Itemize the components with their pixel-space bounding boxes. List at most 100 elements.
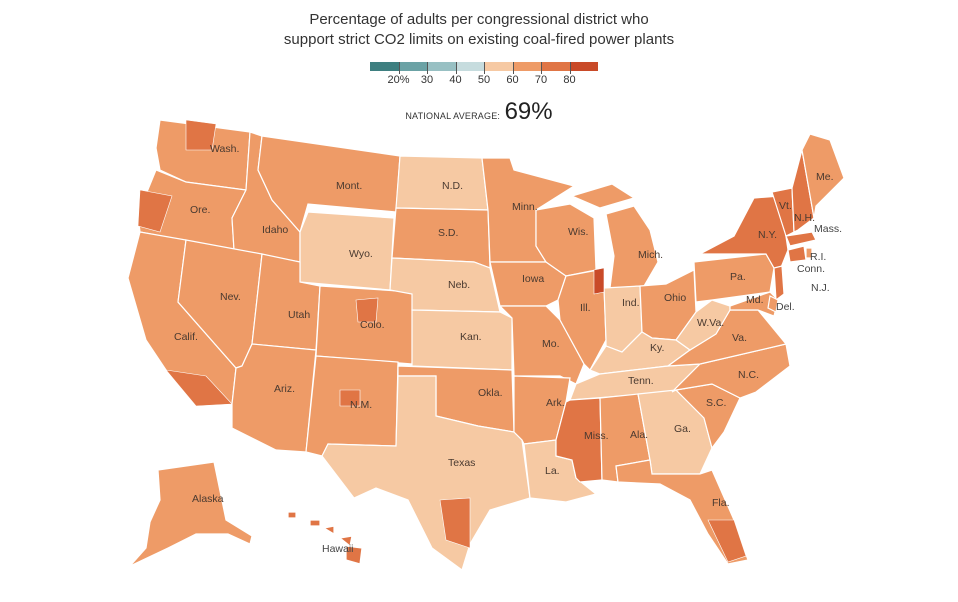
state-label: Ore. — [190, 204, 210, 216]
state-label: Hawaii — [322, 543, 354, 555]
state-label: Wis. — [568, 226, 588, 238]
legend-tick — [455, 62, 457, 74]
state-label: Fla. — [712, 497, 730, 509]
state-label: Calif. — [174, 331, 198, 343]
state-label: Miss. — [584, 430, 609, 442]
state-label: N.Y. — [758, 229, 777, 241]
state-fla — [615, 459, 749, 565]
legend-swatch — [569, 62, 598, 71]
district-accent-nm — [339, 389, 361, 407]
state-label: S.D. — [438, 227, 458, 239]
state-label: Colo. — [360, 319, 385, 331]
state-nc — [671, 343, 791, 399]
legend-swatch — [398, 62, 427, 71]
state-label: Okla. — [478, 387, 503, 399]
state-label: Mont. — [336, 180, 362, 192]
state-label: Kan. — [460, 331, 482, 343]
state-label: Minn. — [512, 201, 538, 213]
national-average-label: NATIONAL AVERAGE: — [405, 111, 501, 121]
state-label: Md. — [746, 294, 764, 306]
state-label: Nev. — [220, 291, 241, 303]
district-accent-sfla — [707, 519, 747, 563]
state-ri — [805, 247, 813, 259]
color-legend: 20% 30 40 50 60 70 80 — [370, 62, 598, 98]
state-label: Me. — [816, 171, 834, 183]
state-label: Ill. — [580, 302, 591, 314]
state-label: S.C. — [706, 397, 726, 409]
national-average-value: 69% — [504, 98, 553, 125]
district-accent-denver — [355, 297, 379, 323]
state-label: Mo. — [542, 338, 560, 350]
state-texas — [321, 375, 531, 571]
legend-swatch — [484, 62, 513, 71]
legend-label: 80 — [563, 74, 576, 86]
district-accent-chicago — [593, 267, 605, 295]
legend-label: 70 — [534, 74, 548, 86]
state-nh — [791, 149, 815, 233]
title-line-2: support strict CO2 limits on existing co… — [283, 31, 675, 48]
state-wyo — [299, 211, 395, 291]
legend-swatch — [541, 62, 570, 71]
district-accent-la — [165, 369, 233, 407]
state-label: Ind. — [622, 297, 640, 309]
state-alaska — [129, 461, 253, 567]
state-label: Va. — [732, 332, 747, 344]
state-kan — [411, 309, 513, 371]
state-me — [801, 133, 845, 219]
state-mass — [785, 231, 817, 247]
state-label: W.Va. — [697, 317, 724, 329]
legend-tick — [427, 62, 428, 74]
state-nj — [773, 265, 785, 302]
legend-tick — [512, 62, 514, 74]
state-label: N.M. — [350, 399, 372, 411]
legend-swatch — [370, 62, 399, 71]
district-accent-southtx — [439, 497, 471, 549]
district-accent-seattle — [185, 119, 217, 151]
state-label: Utah — [288, 309, 310, 321]
legend-swatch — [455, 62, 484, 71]
state-label: Ala. — [630, 429, 648, 441]
state-label: Neb. — [448, 279, 470, 291]
label-mass: Mass. — [814, 223, 842, 235]
state-label: N.C. — [738, 369, 759, 381]
label-conn: Conn. — [797, 263, 825, 275]
legend-swatch — [427, 62, 456, 71]
district-accent-oregon — [137, 189, 173, 233]
title-line-1: Percentage of adults per congressional d… — [309, 11, 649, 28]
legend-label: 60 — [506, 74, 519, 86]
label-ri: R.I. — [810, 251, 826, 263]
legend-label: 20% — [387, 74, 410, 86]
state-label: Pa. — [730, 271, 746, 283]
state-label: Iowa — [522, 273, 544, 285]
state-label: Vt. — [779, 200, 792, 212]
state-label: Ohio — [664, 292, 686, 304]
legend-label: 50 — [477, 74, 491, 86]
state-label: Texas — [448, 457, 475, 469]
state-label: Wash. — [210, 143, 239, 155]
state-label: Ga. — [674, 423, 691, 435]
state-label: Tenn. — [628, 375, 654, 387]
state-mich — [570, 183, 659, 289]
state-label: N.D. — [442, 180, 463, 192]
legend-label: 30 — [420, 74, 434, 86]
state-hawaii — [287, 511, 363, 565]
state-label: La. — [545, 465, 560, 477]
legend-tick — [569, 62, 571, 74]
label-del: Del. — [776, 301, 795, 313]
label-nj: N.J. — [811, 282, 830, 294]
legend-swatch — [512, 62, 541, 71]
legend-tick — [398, 62, 400, 74]
state-ariz — [231, 343, 317, 453]
chart-title: Percentage of adults per congressional d… — [0, 10, 958, 50]
state-md — [729, 291, 779, 317]
state-label: N.H. — [794, 212, 815, 224]
state-del — [767, 295, 779, 313]
legend-tick — [541, 62, 542, 74]
legend-tick — [484, 62, 485, 74]
state-label: Ariz. — [274, 383, 295, 395]
state-conn — [787, 245, 807, 263]
state-label: Mich. — [638, 249, 663, 261]
state-label: Idaho — [262, 224, 288, 236]
legend-label: 40 — [449, 74, 462, 86]
